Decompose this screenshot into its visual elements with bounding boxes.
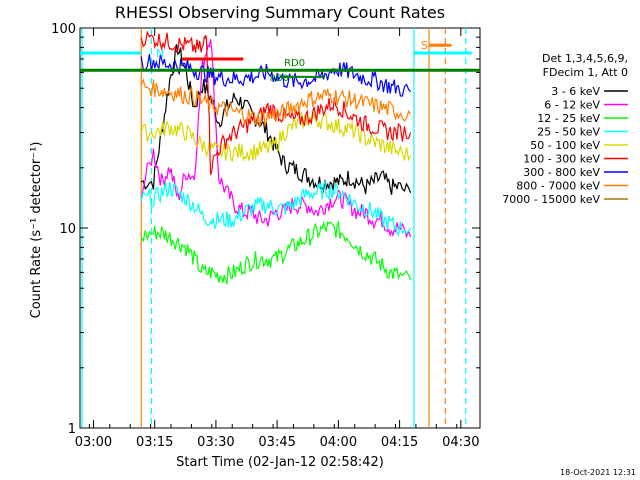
series-line-7 <box>140 78 412 128</box>
footer-timestamp: 18-Oct-2021 12:31 <box>560 468 636 477</box>
rd0-label: RD0 <box>270 74 289 84</box>
legend-label-2: 12 - 25 keV <box>537 112 600 125</box>
x-tick-label: 03:45 <box>258 435 295 450</box>
series-line-2 <box>140 219 412 285</box>
x-axis-ticks: 03:00 03:15 03:30 03:45 04:00 04:15 04:30 <box>75 28 480 450</box>
legend-header: FDecim 1, Att 0 <box>543 66 628 79</box>
legend-header: Det 1,3,4,5,6,9, <box>542 52 628 65</box>
night-label: N <box>156 47 164 60</box>
y-tick-label: 10 <box>59 222 76 237</box>
saa-label: S <box>421 39 428 52</box>
legend-label-3: 25 - 50 keV <box>537 126 600 139</box>
legend-label-0: 3 - 6 keV <box>551 85 600 98</box>
legend-label-4: 50 - 100 keV <box>530 139 600 152</box>
series-line-1 <box>140 39 412 239</box>
rd0-label: RD0 <box>284 58 305 69</box>
x-tick-label: 03:30 <box>197 435 234 450</box>
chart-title: RHESSI Observing Summary Count Rates <box>115 3 445 22</box>
plot-frame <box>79 27 481 429</box>
x-tick-label: 04:30 <box>442 435 479 450</box>
legend-label-6: 300 - 800 keV <box>523 166 600 179</box>
series-line-0 <box>140 44 412 195</box>
vertical-markers <box>81 28 467 428</box>
legend-label-5: 100 - 300 keV <box>523 153 600 166</box>
series-line-3 <box>140 179 412 238</box>
annotation-layer: N S RD0 RD0 <box>80 39 480 84</box>
y-tick-label: 1 <box>68 422 76 437</box>
legend: Det 1,3,4,5,6,9,FDecim 1, Att 0 3 - 6 keV… <box>502 52 628 206</box>
series-layer <box>140 30 412 285</box>
x-tick-label: 04:15 <box>381 435 418 450</box>
y-tick-label: 100 <box>51 22 76 37</box>
y-axis-ticks: 1 10 100 <box>51 22 480 437</box>
legend-label-7: 800 - 7000 keV <box>516 180 600 193</box>
x-tick-label: 03:15 <box>136 435 173 450</box>
series-line-5 <box>140 30 412 175</box>
x-axis-label: Start Time (02-Jan-12 02:58:42) <box>176 455 384 470</box>
x-tick-label: 03:00 <box>75 435 112 450</box>
legend-label-1: 6 - 12 keV <box>544 99 600 112</box>
x-tick-label: 04:00 <box>320 435 357 450</box>
legend-label-8: 7000 - 15000 keV <box>502 193 600 206</box>
y-axis-label: Count Rate (s⁻¹ detector⁻¹) <box>29 142 44 319</box>
